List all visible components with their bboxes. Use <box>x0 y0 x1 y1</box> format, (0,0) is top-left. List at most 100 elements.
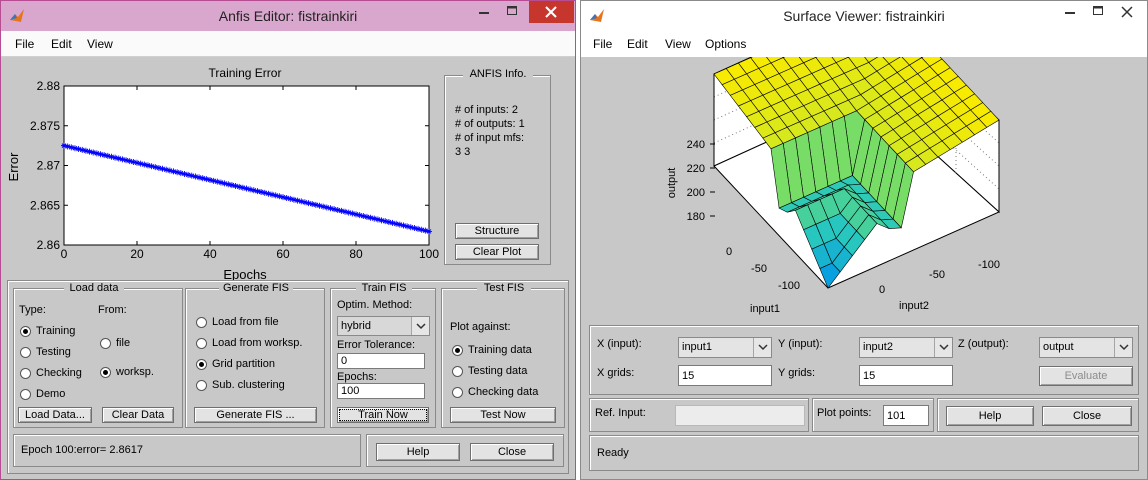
structure-button[interactable]: Structure <box>455 223 539 239</box>
radio-checking[interactable] <box>20 368 31 379</box>
error-point <box>323 204 330 211</box>
close-button[interactable]: Close <box>470 443 554 461</box>
from-label: From: <box>98 304 127 316</box>
chevron-down-icon <box>758 344 768 351</box>
radio-training[interactable] <box>20 326 31 337</box>
menu-file[interactable]: File <box>15 37 35 51</box>
status-text: Ready <box>597 447 629 459</box>
radio-load-from-file[interactable] <box>196 317 207 328</box>
error-point <box>378 217 385 224</box>
error-point <box>309 201 316 208</box>
train-now-button[interactable]: Train Now <box>337 407 429 423</box>
radio-checking-data[interactable] <box>452 387 463 398</box>
y-input-value: input2 <box>863 341 893 353</box>
error-point <box>75 146 82 153</box>
source-option-file[interactable]: file <box>116 337 131 349</box>
maximize-button[interactable] <box>495 1 529 23</box>
help-button[interactable]: Help <box>376 443 460 461</box>
z-output-value: output <box>1043 341 1074 353</box>
gen-option-load-worksp[interactable]: Load from worksp. <box>212 337 303 349</box>
menu-edit[interactable]: Edit <box>51 37 72 51</box>
load-data-heading: Load data <box>64 282 124 294</box>
radio-testing-data[interactable] <box>452 366 463 377</box>
chart-label: Training Error <box>209 66 282 80</box>
anfis-info-panel: ANFIS Info. # of inputs: 2 # of outputs:… <box>444 68 551 265</box>
error-point <box>382 218 389 225</box>
error-point <box>71 145 78 152</box>
y-grids-input[interactable]: 15 <box>859 365 953 386</box>
help-button[interactable]: Help <box>946 406 1034 426</box>
y-input-select[interactable]: input2 <box>859 337 953 358</box>
menu-view[interactable]: View <box>665 37 691 51</box>
matlab-logo-icon <box>10 9 24 22</box>
radio-grid-partition[interactable] <box>196 359 207 370</box>
gen-option-grid[interactable]: Grid partition <box>212 358 275 370</box>
radio-testing[interactable] <box>20 347 31 358</box>
error-point <box>115 155 122 162</box>
close-button[interactable]: Close <box>1042 406 1132 426</box>
generate-fis-button[interactable]: Generate FIS ... <box>194 407 317 423</box>
error-point <box>393 220 400 227</box>
minimize-button[interactable] <box>467 1 501 23</box>
error-point <box>415 225 422 232</box>
radio-sub-clustering[interactable] <box>196 380 207 391</box>
error-point <box>101 152 108 159</box>
plot-points-input[interactable]: 101 <box>883 405 929 426</box>
clear-data-button[interactable]: Clear Data <box>102 407 174 423</box>
close-window-button[interactable] <box>529 1 574 23</box>
error-point <box>396 221 403 228</box>
close-window-button[interactable] <box>1107 1 1147 23</box>
radio-file[interactable] <box>100 338 111 349</box>
clear-plot-button[interactable]: Clear Plot <box>455 244 539 260</box>
title-bar[interactable]: Anfis Editor: fistrainkiri <box>1 1 575 31</box>
y-tick-label: 2.86 <box>37 238 61 252</box>
radio-training-data[interactable] <box>452 345 463 356</box>
epochs-input[interactable]: 100 <box>337 383 425 399</box>
menu-edit[interactable]: Edit <box>627 37 648 51</box>
title-bar[interactable]: Surface Viewer: fistrainkiri <box>581 1 1147 31</box>
minimize-icon <box>479 12 489 14</box>
menu-view[interactable]: View <box>87 37 113 51</box>
x-grids-input[interactable]: 15 <box>678 365 772 386</box>
test-option-testing[interactable]: Testing data <box>468 365 528 377</box>
error-point <box>82 147 89 154</box>
radio-load-from-worksp[interactable] <box>196 338 207 349</box>
test-option-checking[interactable]: Checking data <box>468 386 539 398</box>
x-tick-label: 0 <box>726 246 732 258</box>
error-point <box>243 185 250 192</box>
evaluate-button[interactable]: Evaluate <box>1039 366 1133 386</box>
optim-method-value: hybrid <box>341 320 371 332</box>
y-tick-label: -100 <box>978 259 1000 271</box>
x-tick-label: 40 <box>203 247 217 261</box>
minimize-button[interactable] <box>1053 1 1087 23</box>
maximize-button[interactable] <box>1081 1 1115 23</box>
menu-options[interactable]: Options <box>705 37 747 51</box>
error-point <box>159 165 166 172</box>
gen-option-load-file[interactable]: Load from file <box>212 316 279 328</box>
ref-input-field[interactable] <box>675 405 805 426</box>
type-option-checking[interactable]: Checking <box>36 367 82 379</box>
help-close-panel: Help Close <box>366 434 564 467</box>
error-point <box>196 174 203 181</box>
test-now-button[interactable]: Test Now <box>450 407 556 423</box>
z-tick-label: 240 <box>687 139 705 151</box>
gen-option-clustering[interactable]: Sub. clustering <box>212 379 285 391</box>
error-tolerance-input[interactable]: 0 <box>337 353 425 369</box>
type-option-demo[interactable]: Demo <box>36 388 66 400</box>
test-option-training[interactable]: Training data <box>468 344 532 356</box>
error-point <box>276 193 283 200</box>
source-option-worksp[interactable]: worksp. <box>116 366 154 378</box>
menu-file[interactable]: File <box>593 37 613 51</box>
optim-method-select[interactable]: hybrid <box>337 316 430 336</box>
x-input-select[interactable]: input1 <box>678 337 772 358</box>
type-option-testing[interactable]: Testing <box>36 346 71 358</box>
load-data-button[interactable]: Load Data... <box>18 407 92 423</box>
error-point <box>265 190 272 197</box>
radio-worksp[interactable] <box>100 367 111 378</box>
error-point <box>123 157 130 164</box>
x-tick-label: -50 <box>751 263 767 275</box>
error-point <box>155 164 162 171</box>
type-option-training[interactable]: Training <box>36 325 76 337</box>
z-output-select[interactable]: output <box>1039 337 1133 358</box>
radio-demo[interactable] <box>20 389 31 400</box>
